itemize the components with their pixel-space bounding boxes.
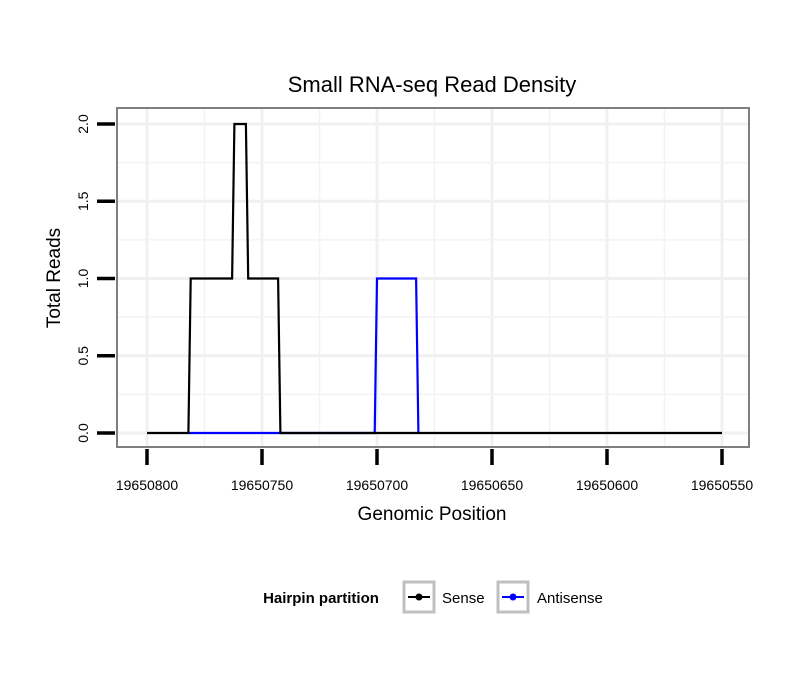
legend-title: Hairpin partition: [263, 590, 379, 607]
y-axis-title: Total Reads: [44, 228, 65, 328]
legend-item-antisense[interactable]: Antisense: [496, 580, 603, 614]
x-axis-title: Genomic Position: [358, 504, 507, 525]
x-tick-label: 19650650: [461, 477, 524, 493]
legend: Hairpin partition Sense Antisense: [263, 580, 603, 614]
y-tick-label: 1.5: [75, 191, 91, 211]
legend-point-sense: [415, 593, 423, 601]
legend-label-antisense: Antisense: [537, 590, 603, 607]
series-layer: [147, 122, 722, 435]
legend-item-sense[interactable]: Sense: [402, 580, 485, 614]
y-tick-label: 0.5: [75, 346, 91, 366]
x-tick-label: 19650800: [116, 477, 179, 493]
y-tick-label: 2.0: [75, 114, 91, 134]
legend-point-antisense: [509, 593, 517, 601]
x-tick-label: 19650700: [346, 477, 409, 493]
y-tick-label: 1.0: [75, 269, 91, 289]
axes: 19650800 19650750 19650700 19650650 19650600…: [75, 114, 753, 493]
legend-label-sense: Sense: [442, 590, 485, 607]
x-tick-label: 19650550: [691, 477, 754, 493]
plot-panel-border: [116, 107, 750, 448]
grid-lines: [117, 108, 749, 447]
y-tick-label: 0.0: [75, 423, 91, 443]
x-tick-label: 19650750: [231, 477, 294, 493]
chart-title: Small RNA-seq Read Density: [288, 72, 577, 97]
series-line-sense: [147, 122, 722, 435]
x-tick-label: 19650600: [576, 477, 639, 493]
